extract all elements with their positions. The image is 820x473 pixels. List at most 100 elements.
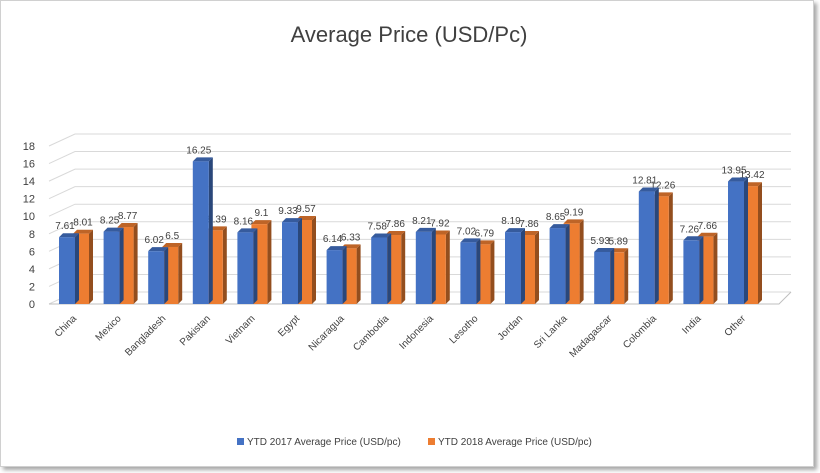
bar-top [697, 232, 718, 237]
bar-side [758, 182, 762, 304]
x-tick-label: Indonesia [397, 313, 436, 352]
bar [371, 237, 388, 304]
data-label: 6.79 [475, 228, 495, 239]
y-tick-label: 18 [23, 141, 35, 153]
bar-top [638, 187, 659, 192]
bar [638, 191, 655, 304]
x-tick-label: China [53, 313, 80, 340]
x-tick-label: Madagascar [568, 313, 615, 360]
bar-side [699, 236, 704, 304]
legend-swatch-2018 [428, 438, 435, 445]
bar-side [490, 240, 495, 304]
legend-swatch-2017 [237, 438, 244, 445]
data-label: 9.19 [564, 207, 584, 218]
bar-side [164, 247, 169, 304]
gridline [48, 203, 791, 217]
data-label: 7.92 [430, 218, 450, 229]
data-label: 13.95 [721, 166, 746, 177]
legend-label-2017: YTD 2017 Average Price (USD/pc) [247, 437, 401, 448]
y-tick-label: 6 [29, 246, 35, 258]
data-label: 5.93 [590, 236, 610, 247]
x-tick-label: Pakistan [178, 313, 213, 348]
x-tick-label: Other [723, 313, 749, 339]
bar-side [178, 242, 183, 304]
x-tick-label: Mexico [94, 313, 124, 343]
bar-side [624, 248, 629, 304]
bar-top [326, 246, 347, 251]
legend-label-2018: YTD 2018 Average Price (USD/pc) [438, 437, 592, 448]
chart-svg: Average Price (USD/Pc) 0 2 4 6 8 10 12 14 16 18 8… [23, 22, 792, 448]
bar-side [356, 244, 361, 304]
data-label: 6.5 [165, 231, 179, 242]
data-label: 7.61 [55, 221, 75, 232]
bar-top [563, 219, 584, 224]
bar [237, 232, 254, 304]
bar [683, 240, 700, 304]
bar-top [192, 157, 213, 162]
bar-side [431, 227, 436, 304]
bar [549, 228, 566, 304]
bar-side [535, 231, 539, 304]
bar-top [251, 220, 272, 225]
bar-side [89, 229, 93, 304]
bar-top [505, 228, 525, 233]
x-axis: China Mexico Bangladesh Pakistan Vietnam Egyp… [53, 313, 749, 360]
bar-side [654, 187, 659, 304]
bar [460, 242, 477, 304]
bar-side [476, 238, 481, 304]
bar [282, 222, 298, 304]
data-label: 7.86 [519, 219, 539, 230]
y-tick-label: 16 [23, 159, 35, 171]
x-tick-label: Nicaragua [307, 313, 347, 353]
bar-side [222, 226, 227, 304]
gridline [48, 221, 791, 235]
data-label: 8.39 [207, 214, 227, 225]
y-tick-label: 4 [29, 264, 35, 276]
data-label: 12.26 [650, 180, 675, 191]
bar-side [298, 218, 302, 304]
y-tick-label: 12 [23, 194, 35, 206]
bar-top [683, 236, 704, 241]
y-axis: 0 2 4 6 8 10 12 14 16 18 [23, 141, 35, 311]
bar-top [728, 177, 748, 182]
bar-top [460, 238, 481, 243]
legend: YTD 2017 Average Price (USD/pc) YTD 2018… [237, 437, 592, 448]
bar-top [117, 223, 138, 228]
bar-side [75, 233, 79, 304]
y-tick-label: 8 [29, 229, 35, 241]
gridline [48, 133, 791, 147]
bar-top [237, 228, 258, 233]
data-label: 13.42 [739, 170, 764, 181]
bar [326, 250, 343, 304]
bar-side [668, 192, 673, 304]
data-label: 9.57 [296, 204, 316, 215]
y-tick-label: 10 [23, 211, 35, 223]
bar-side [133, 223, 138, 304]
bar-top [282, 218, 302, 223]
bar-side [744, 177, 748, 304]
y-tick-label: 2 [29, 281, 35, 293]
bar-top [73, 229, 93, 234]
bar-side [208, 157, 213, 304]
data-label: 9.1 [254, 208, 268, 219]
bar [728, 181, 744, 304]
bar-side [713, 232, 718, 304]
y-tick-label: 14 [23, 176, 35, 188]
data-label: 16.25 [186, 145, 211, 156]
bar-top [549, 224, 570, 229]
gridline [48, 186, 791, 200]
gridline [48, 168, 791, 182]
bar-side [521, 228, 525, 304]
data-label: 8.77 [118, 211, 138, 222]
x-tick-label: Sri Lanka [532, 313, 570, 351]
bar-side [401, 231, 406, 304]
data-label: 9.33 [278, 206, 298, 217]
x-tick-label: Cambodia [351, 313, 391, 353]
data-label: 6.33 [341, 232, 361, 243]
bar-top [148, 247, 169, 252]
bar-top [415, 227, 436, 232]
bar-top [162, 242, 183, 247]
bar [148, 251, 165, 304]
x-tick-label: Egypt [276, 313, 302, 339]
